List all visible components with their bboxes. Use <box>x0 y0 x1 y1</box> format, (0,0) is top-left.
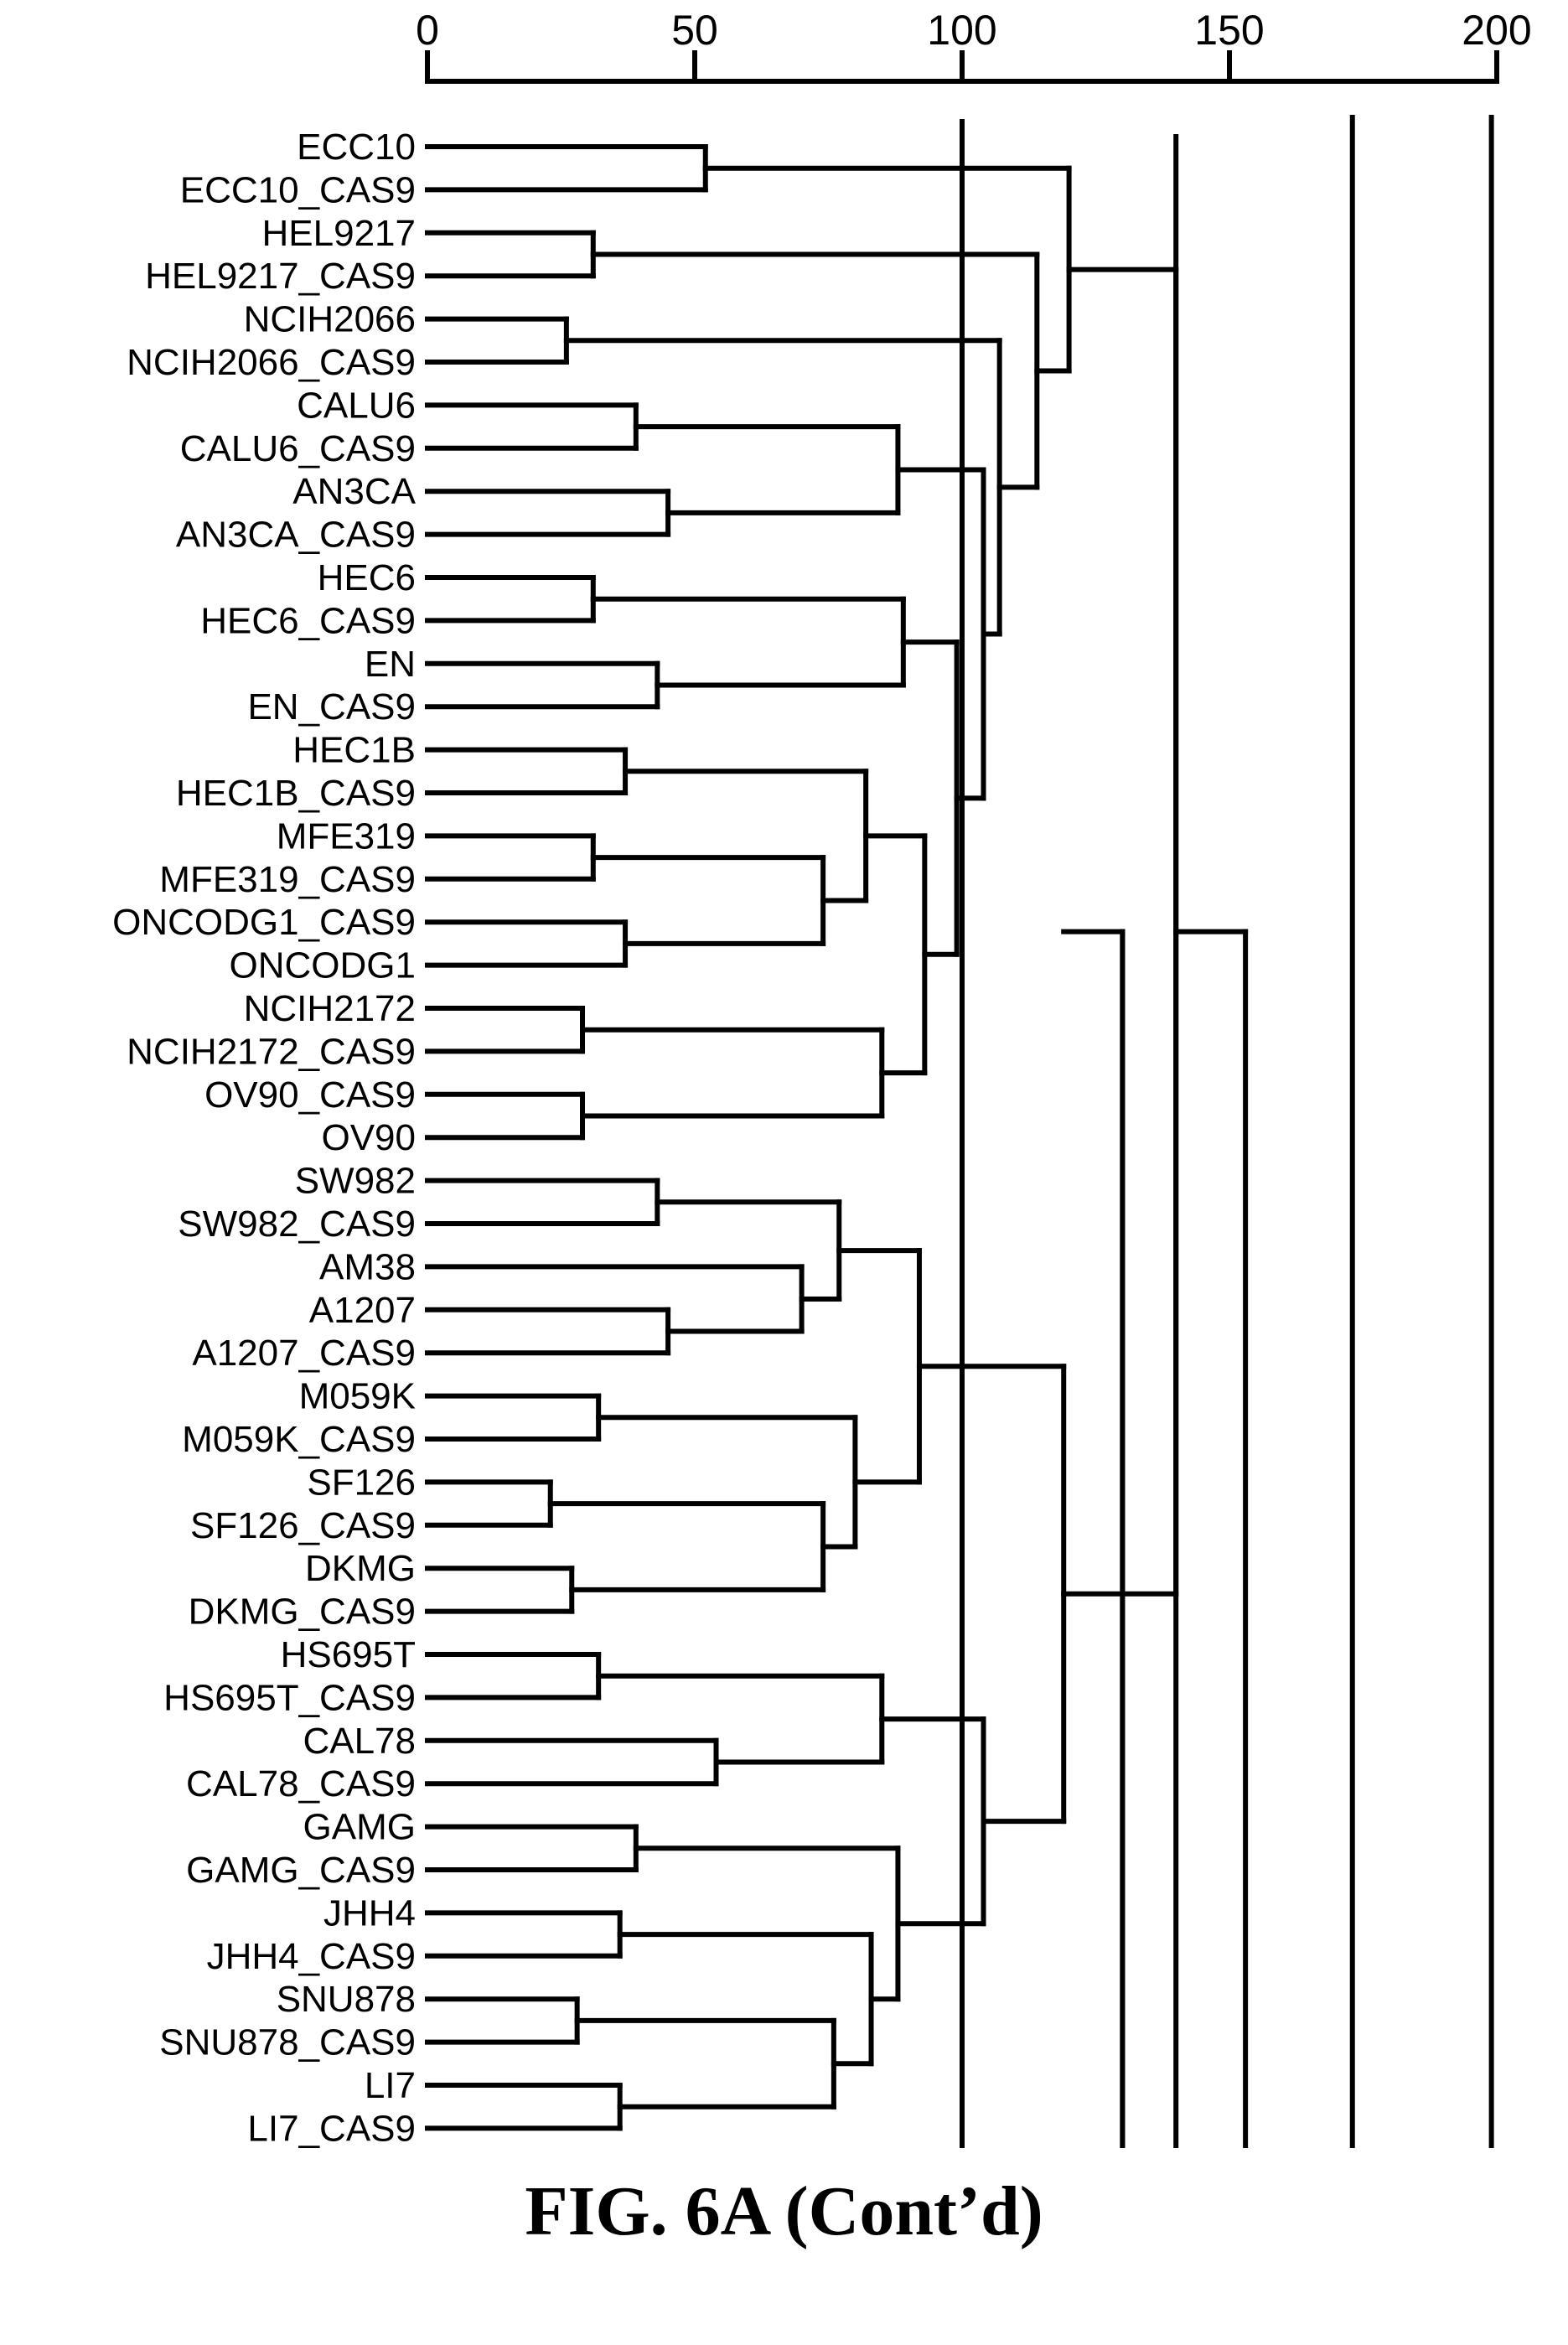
leaf-label: SF126 <box>307 1462 416 1503</box>
leaf-label: OV90_CAS9 <box>204 1074 416 1116</box>
leaf-label: JHH4_CAS9 <box>207 1936 416 1977</box>
leaf-label: HS695T_CAS9 <box>163 1677 416 1718</box>
leaf-label: LI7 <box>365 2065 416 2106</box>
leaf-label: MFE319_CAS9 <box>159 859 416 900</box>
leaf-label: A1207 <box>309 1290 416 1331</box>
dendrogram-branches <box>425 144 1249 2131</box>
leaf-label: HS695T <box>281 1634 416 1675</box>
leaf-label: HEC1B_CAS9 <box>176 773 416 814</box>
leaf-label: DKMG_CAS9 <box>189 1592 416 1633</box>
x-tick-label-50: 50 <box>671 7 718 54</box>
leaf-label: DKMG <box>305 1548 416 1589</box>
leaf-label: ONCODG1_CAS9 <box>112 902 416 943</box>
leaf-label: GAMG_CAS9 <box>186 1850 416 1891</box>
leaf-label: A1207_CAS9 <box>192 1333 416 1374</box>
leaf-label: SNU878_CAS9 <box>159 2022 416 2063</box>
leaf-label: EN <box>365 644 416 685</box>
leaf-label: HEL9217 <box>262 213 416 254</box>
leaf-label: HEC6_CAS9 <box>200 600 416 641</box>
leaf-label: OV90 <box>321 1117 416 1158</box>
figure-caption: FIG. 6A (Cont’d) <box>525 2172 1043 2250</box>
x-tick-label-100: 100 <box>927 7 996 54</box>
leaf-label: HEL9217_CAS9 <box>145 256 416 297</box>
leaf-label: ECC10 <box>297 127 416 168</box>
leaf-label: AN3CA <box>292 471 416 512</box>
leaf-label: NCIH2066 <box>244 299 416 340</box>
leaf-label: M059K <box>299 1376 416 1417</box>
leaf-label: SW982 <box>295 1161 416 1202</box>
leaf-label: ECC10_CAS9 <box>180 169 416 210</box>
leaf-label: ONCODG1 <box>230 945 416 986</box>
leaf-label: EN_CAS9 <box>247 686 416 727</box>
leaf-label: NCIH2066_CAS9 <box>127 342 416 383</box>
leaf-label: CAL78 <box>303 1721 416 1762</box>
leaf-label: HEC1B <box>292 730 416 771</box>
leaf-label: GAMG <box>303 1807 416 1848</box>
leaf-label: CALU6 <box>297 385 416 426</box>
leaf-label: CALU6_CAS9 <box>180 428 416 469</box>
leaf-label: NCIH2172_CAS9 <box>127 1031 416 1072</box>
leaf-label: SNU878 <box>277 1979 416 2020</box>
leaf-label: LI7_CAS9 <box>247 2108 416 2149</box>
leaf-labels: ECC10ECC10_CAS9HEL9217HEL9217_CAS9NCIH20… <box>112 127 417 2149</box>
leaf-label: HEC6 <box>318 557 416 598</box>
leaf-label: M059K_CAS9 <box>182 1419 416 1460</box>
reference-lines <box>960 115 1494 2148</box>
x-tick-label-0: 0 <box>416 7 439 54</box>
x-tick-label-200: 200 <box>1462 7 1531 54</box>
x-axis: 0 50 100 150 200 <box>416 7 1532 84</box>
leaf-label: CAL78_CAS9 <box>186 1763 416 1804</box>
leaf-label: AM38 <box>319 1246 416 1287</box>
leaf-label: MFE319 <box>277 815 416 857</box>
leaf-label: SW982_CAS9 <box>178 1204 416 1245</box>
leaf-label: JHH4 <box>323 1892 416 1933</box>
leaf-label: AN3CA_CAS9 <box>176 515 416 556</box>
leaf-label: SF126_CAS9 <box>190 1505 416 1546</box>
x-tick-label-150: 150 <box>1194 7 1264 54</box>
leaf-label: NCIH2172 <box>244 988 416 1029</box>
